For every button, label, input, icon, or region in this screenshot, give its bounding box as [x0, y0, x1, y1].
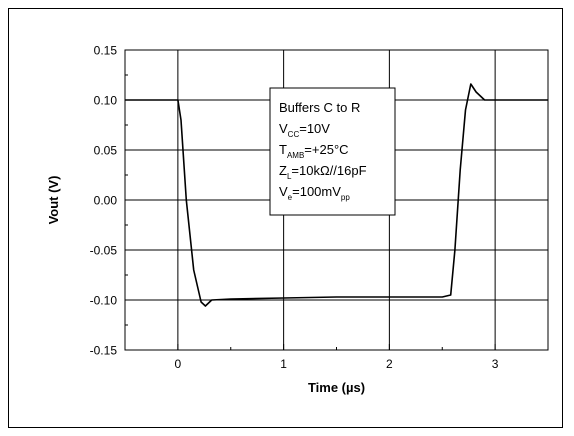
series-line — [125, 83, 548, 307]
y-tick-label: 0.15 — [94, 44, 118, 58]
y-axis-label: Vout (V) — [46, 176, 61, 225]
x-tick-label: 1 — [280, 357, 287, 371]
annotation-line: TAMB=+25°C — [279, 142, 349, 160]
chart: -0.15 -0.10 -0.05 0.00 0.05 0.10 0.15 0 1 2 3 Buff… — [46, 44, 549, 395]
y-tick-label: 0.00 — [94, 194, 118, 208]
annotation-line: Buffers C to R — [279, 100, 360, 115]
x-tick-label: 3 — [492, 357, 499, 371]
figure-frame: -0.15 -0.10 -0.05 0.00 0.05 0.10 0.15 0 1 2 3 Buff… — [8, 8, 563, 428]
annotation-line: Ve=100mVpp — [279, 184, 350, 202]
tick-labels: -0.15 -0.10 -0.05 0.00 0.05 0.10 0.15 0 1 2 3 — [90, 44, 499, 372]
y-tick-label: -0.15 — [90, 344, 118, 358]
y-tick-label: -0.05 — [90, 244, 118, 258]
x-axis-label: Time (µs) — [308, 380, 365, 395]
ticks — [124, 49, 549, 351]
plot-area — [124, 49, 549, 351]
annotation-box: Buffers C to R VCC=10V TAMB=+25°C ZL=10kΩ//… — [269, 87, 396, 216]
annotation-frame — [269, 87, 396, 216]
series-group — [125, 83, 548, 307]
x-tick-label: 2 — [386, 357, 393, 371]
annotation-line: ZL=10kΩ//16pF — [279, 163, 367, 181]
annotation-line: VCC=10V — [279, 121, 330, 139]
y-tick-label: 0.05 — [94, 144, 118, 158]
x-tick-label: 0 — [175, 357, 182, 371]
y-tick-label: -0.10 — [90, 294, 118, 308]
y-tick-label: 0.10 — [94, 94, 118, 108]
